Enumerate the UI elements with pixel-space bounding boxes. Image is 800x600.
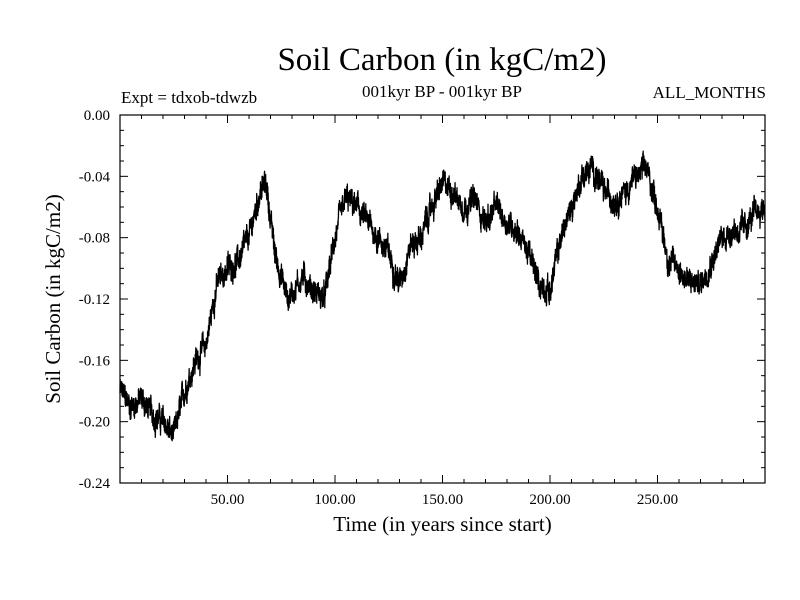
y-tick-label: 0.00 xyxy=(84,108,110,124)
y-tick-label: -0.04 xyxy=(79,169,111,185)
page-title: Soil Carbon (in kgC/m2) xyxy=(277,42,607,78)
x-axis-label: Time (in years since start) xyxy=(333,512,552,536)
experiment-label: Expt = tdxob-tdwzb xyxy=(121,88,258,107)
y-tick-label: -0.08 xyxy=(79,231,110,247)
x-tick-label: 100.00 xyxy=(314,492,355,508)
x-tick-label: 250.00 xyxy=(637,492,678,508)
x-tick-label: 150.00 xyxy=(422,492,463,508)
plot-frame xyxy=(119,114,766,484)
x-tick-label: 200.00 xyxy=(529,492,570,508)
y-tick-label: -0.12 xyxy=(79,292,110,308)
period-label: 001kyr BP - 001kyr BP xyxy=(362,82,522,101)
y-tick-label: -0.20 xyxy=(79,415,110,431)
y-axis-label: Soil Carbon (in kgC/m2) xyxy=(41,194,65,403)
y-tick-label: -0.16 xyxy=(79,353,111,369)
series-line-soil-carbon xyxy=(119,150,766,442)
y-tick-label: -0.24 xyxy=(79,476,111,492)
x-tick-label: 50.00 xyxy=(211,492,245,508)
months-label: ALL_MONTHS xyxy=(652,83,766,102)
